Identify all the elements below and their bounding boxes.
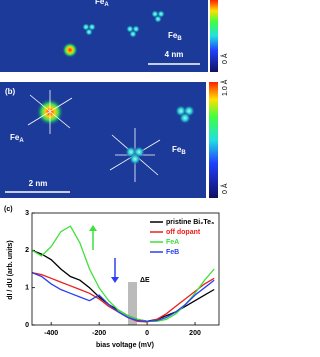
series-line: [31, 272, 215, 322]
x-tick-label: 200: [189, 330, 201, 337]
scale-label: 2 nm: [29, 179, 48, 188]
series-line: [31, 249, 215, 322]
y-tick-label: 1: [25, 285, 29, 292]
label-fe-a: FeA: [10, 133, 24, 143]
series-line: [31, 225, 215, 322]
y-axis-label: dI / dU (arb. units): [7, 240, 14, 300]
panel-b: (b) FeA FeB 2 nm 1.0 Å 0 Å: [0, 79, 229, 198]
panel-a: FeA FeB 4 nm 0 Å: [0, 0, 229, 72]
legend-label: off dopant: [166, 229, 201, 236]
x-tick-label: 0: [145, 330, 149, 337]
label-main: Fe: [172, 145, 182, 154]
panel-label: (b): [5, 87, 16, 96]
label-sub: B: [181, 150, 186, 156]
adatom: [62, 42, 78, 58]
gap-region: [128, 282, 137, 325]
x-tick-label: -400: [44, 330, 58, 337]
legend-label: FeB: [166, 249, 179, 256]
label-main: Fe: [95, 0, 105, 6]
stm-image: [0, 82, 206, 198]
colorbar-max: 1.0 Å: [220, 79, 229, 96]
colorbar-min: 0 Å: [220, 53, 229, 64]
colorbar-min: 0 Å: [220, 183, 229, 194]
label-sub: B: [177, 36, 182, 42]
adatoms: [125, 105, 195, 165]
arrow-head: [89, 225, 97, 231]
plot-frame: [31, 212, 220, 326]
legend-label: pristine Bi₂Te₃: [166, 219, 214, 226]
label-sub: A: [19, 138, 24, 144]
panel-label: (c): [4, 206, 13, 213]
stm-image: [0, 0, 208, 72]
x-tick-label: -200: [92, 330, 106, 337]
panel-c: (c) dI / dU (arb. units) bias voltage (m…: [4, 206, 220, 349]
annotation: ΔE: [140, 277, 150, 284]
arrow-head: [111, 277, 119, 283]
y-tick-label: 0: [25, 322, 29, 329]
label-main: Fe: [168, 31, 178, 40]
y-tick-label: 3: [25, 210, 29, 217]
colorbar: [210, 0, 218, 72]
colorbar: [209, 82, 218, 198]
label-fe-b: FeB: [172, 145, 186, 155]
legend-label: FeA: [166, 239, 179, 246]
figure: FeA FeB 4 nm 0 Å (b) FeA FeB 2 nm 1.0 Å …: [0, 0, 229, 349]
label-fe-b: FeB: [168, 31, 182, 41]
adatoms: [82, 10, 165, 38]
y-tick-label: 2: [25, 247, 29, 254]
scale-label: 4 nm: [165, 50, 184, 59]
label-fe-a: FeA: [95, 0, 109, 8]
label-main: Fe: [10, 133, 20, 142]
label-sub: A: [104, 2, 109, 8]
x-axis-label: bias voltage (mV): [96, 342, 154, 349]
